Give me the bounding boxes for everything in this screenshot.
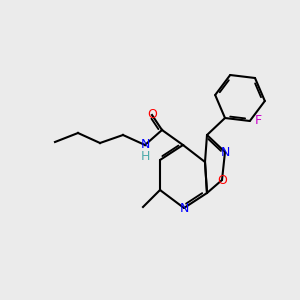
Text: N: N — [220, 146, 230, 158]
Text: O: O — [147, 109, 157, 122]
Text: N: N — [140, 139, 150, 152]
Text: F: F — [255, 115, 262, 128]
Text: O: O — [217, 173, 227, 187]
Text: N: N — [179, 202, 189, 214]
Text: H: H — [140, 151, 150, 164]
